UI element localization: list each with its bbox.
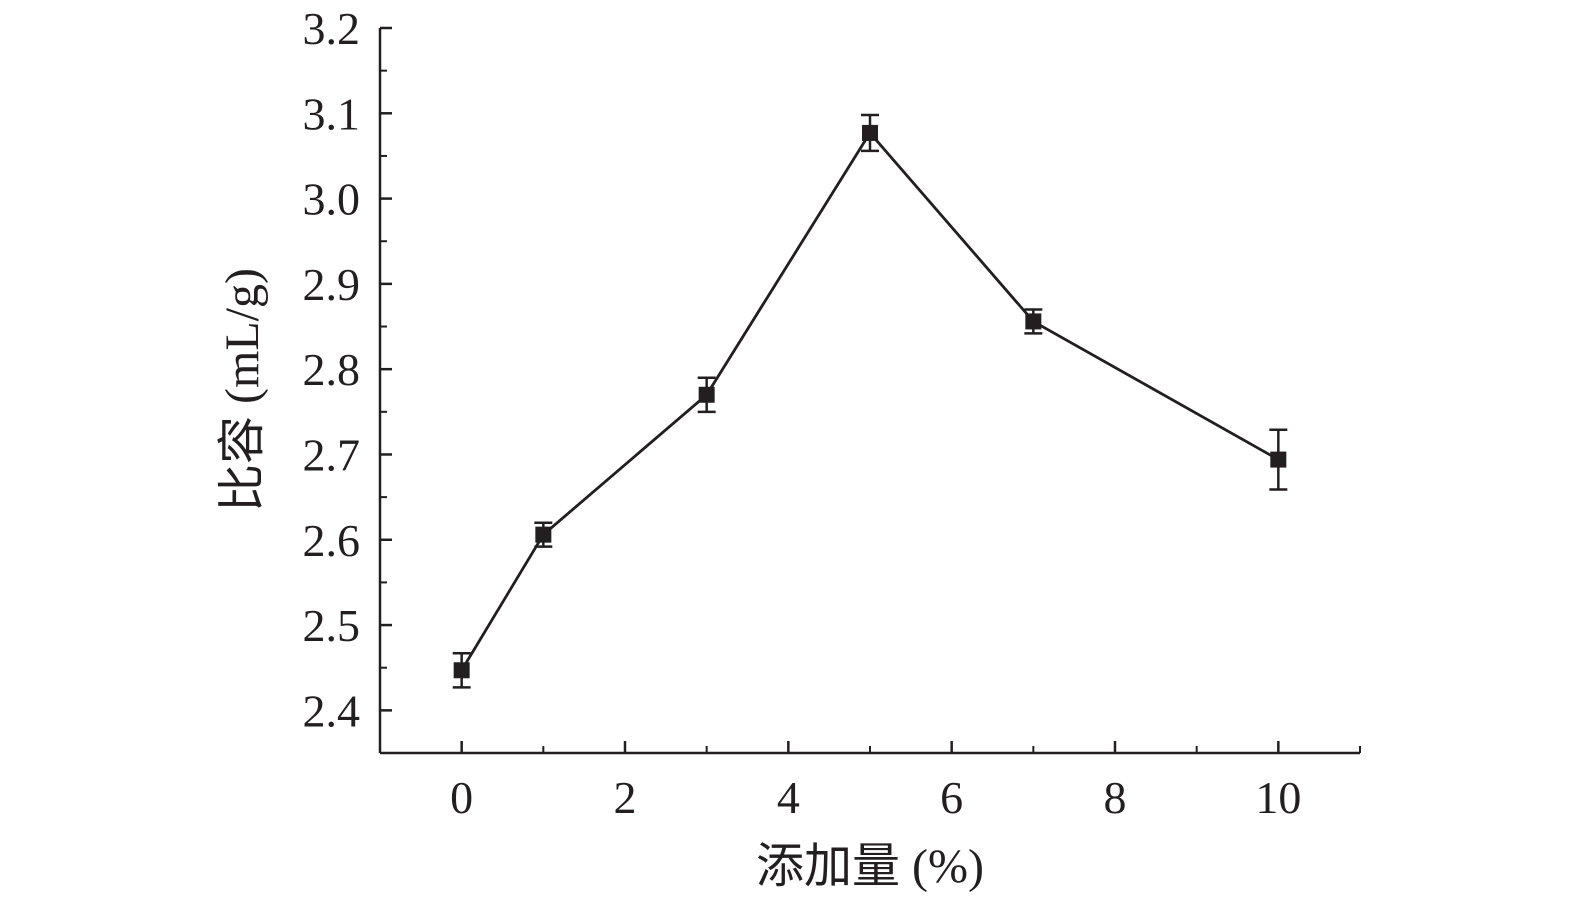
- series-line: [460, 130, 1280, 671]
- data-point: [453, 662, 470, 679]
- x-tick-label: 8: [1104, 772, 1127, 823]
- y-tick-label: 2.8: [303, 344, 361, 395]
- y-tick-label: 2.5: [303, 600, 361, 651]
- data-point: [1270, 451, 1287, 468]
- x-tick-label: 0: [450, 772, 473, 823]
- data-point: [535, 526, 552, 543]
- x-tick-label: 6: [940, 772, 963, 823]
- x-tick-label: 2: [614, 772, 637, 823]
- data-point: [698, 386, 715, 403]
- data-point: [862, 124, 878, 141]
- y-tick-label: 2.4: [303, 685, 361, 736]
- data-point: [1025, 313, 1042, 330]
- y-tick-label: 3.0: [303, 174, 361, 225]
- y-axis-title: 比容 (mL/g): [216, 268, 269, 512]
- y-tick-label: 2.6: [303, 515, 361, 566]
- y-tick-label: 3.1: [303, 88, 361, 139]
- axes: 2.4 2.5 2.6 2.7 2.8 2.9 3.0 3.1 3.2 0 2 4 6 8 10: [303, 3, 1361, 823]
- y-tick-label: 2.7: [303, 429, 361, 480]
- x-tick-label: 4: [777, 772, 800, 823]
- y-tick-label: 2.9: [303, 259, 361, 310]
- x-axis-title: 添加量 (%): [756, 840, 984, 893]
- series-layer: [452, 113, 1288, 689]
- y-tick-label: 3.2: [303, 3, 361, 54]
- x-tick-label: 10: [1255, 772, 1301, 823]
